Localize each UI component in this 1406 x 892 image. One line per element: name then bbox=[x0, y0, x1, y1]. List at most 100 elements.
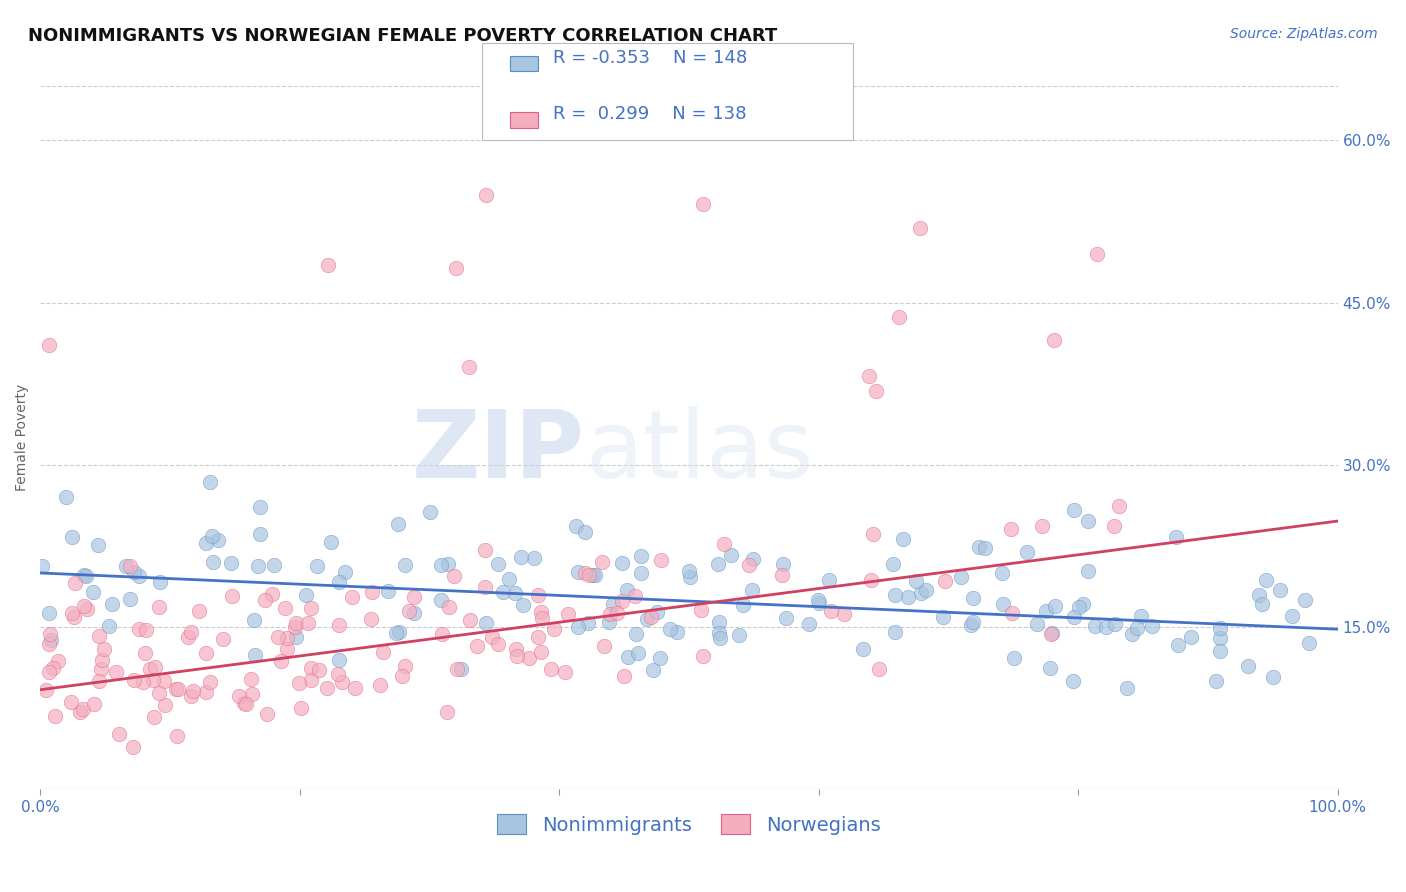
Point bbox=[188, 604, 211, 618]
Point bbox=[990, 566, 1012, 580]
Point bbox=[260, 587, 283, 601]
Point bbox=[610, 594, 633, 608]
Point bbox=[1104, 519, 1126, 533]
Point bbox=[385, 625, 408, 640]
Point bbox=[253, 592, 276, 607]
Point bbox=[1001, 606, 1024, 620]
Point bbox=[1298, 636, 1320, 650]
Point bbox=[530, 610, 553, 624]
Point bbox=[108, 727, 131, 741]
Point bbox=[529, 606, 551, 620]
Point bbox=[910, 585, 932, 599]
Point bbox=[713, 537, 735, 551]
Point bbox=[122, 740, 145, 755]
Point bbox=[882, 558, 904, 572]
Point bbox=[243, 648, 266, 662]
Point bbox=[915, 583, 938, 598]
Point bbox=[287, 676, 309, 690]
Point bbox=[128, 569, 150, 583]
Point bbox=[474, 543, 496, 558]
Point bbox=[361, 585, 384, 599]
Point bbox=[1294, 593, 1316, 607]
Point bbox=[967, 541, 990, 555]
Point bbox=[270, 654, 292, 668]
Point bbox=[567, 620, 589, 634]
Point bbox=[817, 573, 839, 587]
Point bbox=[613, 669, 636, 683]
Point bbox=[465, 639, 488, 653]
Point bbox=[1031, 519, 1053, 533]
Point bbox=[1281, 608, 1303, 623]
Point bbox=[429, 593, 451, 607]
Point bbox=[640, 610, 662, 624]
Point bbox=[388, 624, 411, 639]
Point bbox=[297, 616, 319, 631]
Point bbox=[166, 730, 188, 744]
Point bbox=[689, 603, 711, 617]
Point bbox=[486, 637, 509, 651]
Point bbox=[437, 599, 460, 614]
Point bbox=[565, 518, 588, 533]
Point bbox=[650, 553, 672, 567]
Point bbox=[1084, 619, 1107, 633]
Point bbox=[135, 623, 157, 637]
Point bbox=[335, 565, 357, 579]
Text: R =  0.299    N = 138: R = 0.299 N = 138 bbox=[553, 105, 747, 123]
Point bbox=[1104, 617, 1126, 632]
Point bbox=[276, 641, 298, 656]
Text: atlas: atlas bbox=[585, 406, 813, 498]
Point bbox=[60, 606, 83, 620]
Point bbox=[82, 585, 104, 599]
Point bbox=[959, 617, 981, 632]
Point bbox=[142, 673, 165, 688]
Point bbox=[180, 624, 202, 639]
Point bbox=[295, 588, 318, 602]
Point bbox=[904, 574, 927, 588]
Point bbox=[198, 675, 221, 690]
Point bbox=[506, 649, 529, 664]
Point bbox=[308, 664, 330, 678]
Point bbox=[1077, 564, 1099, 578]
Point bbox=[31, 558, 53, 573]
Point bbox=[665, 624, 688, 639]
Point bbox=[741, 582, 763, 597]
Point bbox=[852, 642, 875, 657]
Point bbox=[63, 609, 86, 624]
Point bbox=[285, 630, 308, 644]
Point bbox=[1035, 604, 1057, 618]
Point bbox=[797, 617, 820, 632]
Point bbox=[38, 338, 60, 352]
Point bbox=[934, 574, 956, 588]
Point bbox=[820, 604, 842, 618]
Point bbox=[1085, 246, 1108, 260]
Point bbox=[76, 602, 98, 616]
Point bbox=[1043, 599, 1066, 614]
Point bbox=[1039, 660, 1062, 674]
Point bbox=[475, 188, 498, 202]
Point bbox=[475, 615, 498, 630]
Point bbox=[39, 633, 62, 648]
Point bbox=[832, 607, 855, 622]
Point bbox=[457, 359, 479, 374]
Point bbox=[211, 632, 233, 646]
Point bbox=[486, 557, 509, 571]
Y-axis label: Female Poverty: Female Poverty bbox=[15, 384, 30, 491]
Point bbox=[118, 592, 141, 607]
Point bbox=[543, 622, 565, 636]
Point bbox=[807, 593, 830, 607]
Point bbox=[630, 549, 652, 563]
Point bbox=[1015, 545, 1038, 559]
Point bbox=[1063, 503, 1085, 517]
Text: NONIMMIGRANTS VS NORWEGIAN FEMALE POVERTY CORRELATION CHART: NONIMMIGRANTS VS NORWEGIAN FEMALE POVERT… bbox=[28, 27, 778, 45]
Point bbox=[1063, 610, 1085, 624]
Point bbox=[221, 589, 243, 603]
Point bbox=[35, 682, 58, 697]
Point bbox=[200, 475, 222, 489]
Point bbox=[1040, 626, 1063, 640]
Point bbox=[1209, 644, 1232, 658]
Point bbox=[180, 689, 202, 703]
Point bbox=[574, 566, 596, 580]
Point bbox=[897, 591, 920, 605]
Point bbox=[1256, 573, 1278, 587]
Point bbox=[98, 619, 121, 633]
